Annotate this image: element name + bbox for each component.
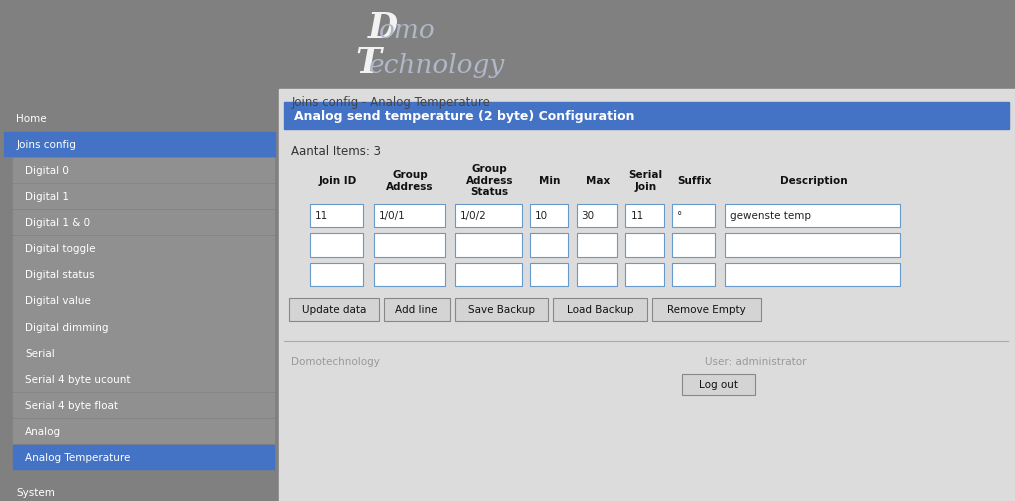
Bar (384, 298, 450, 321)
Bar (374, 205, 445, 228)
Text: Load Backup: Load Backup (566, 304, 633, 314)
Text: echnology: echnology (368, 53, 504, 78)
Bar (13, 367, 274, 391)
Bar (652, 298, 761, 321)
Bar (672, 234, 715, 257)
Bar (682, 375, 755, 395)
Text: Digital toggle: Digital toggle (25, 244, 95, 254)
Bar (455, 298, 548, 321)
Bar (13, 236, 274, 261)
Bar (13, 289, 274, 313)
Bar (13, 263, 274, 287)
Text: Update data: Update data (301, 304, 366, 314)
Text: Serial 4 byte ucount: Serial 4 byte ucount (25, 374, 131, 384)
Bar (672, 205, 715, 228)
Bar (455, 263, 522, 286)
Text: Digital dimming: Digital dimming (25, 322, 109, 332)
Text: Group
Address: Group Address (387, 169, 433, 191)
Text: T: T (355, 46, 381, 80)
Bar (625, 205, 664, 228)
Text: Analog send temperature (2 byte) Configuration: Analog send temperature (2 byte) Configu… (294, 110, 634, 123)
Bar (725, 205, 900, 228)
Text: Aantal Items: 3: Aantal Items: 3 (291, 145, 382, 158)
Bar (530, 205, 568, 228)
Bar (4, 132, 275, 157)
Bar (725, 234, 900, 257)
Text: °: ° (677, 211, 682, 221)
Text: 11: 11 (630, 211, 644, 221)
Text: Joins config - Analog Temperature: Joins config - Analog Temperature (291, 96, 490, 109)
Text: Analog: Analog (25, 426, 62, 436)
Bar (374, 263, 445, 286)
Bar (13, 315, 274, 339)
Text: Min: Min (539, 175, 561, 185)
Bar (289, 298, 379, 321)
Text: Digital 0: Digital 0 (25, 166, 69, 175)
Text: Add line: Add line (396, 304, 437, 314)
Bar (374, 234, 445, 257)
Bar (279, 90, 1015, 501)
Text: System: System (16, 487, 55, 497)
Bar (310, 205, 363, 228)
Bar (4, 106, 275, 131)
Bar (455, 205, 522, 228)
Bar (13, 393, 274, 417)
Text: Join ID: Join ID (319, 175, 356, 185)
Text: Save Backup: Save Backup (468, 304, 535, 314)
Text: Suffix: Suffix (677, 175, 712, 185)
Text: Serial
Join: Serial Join (628, 169, 663, 191)
Text: Group
Address
Status: Group Address Status (466, 164, 513, 197)
Bar (310, 234, 363, 257)
Bar (13, 210, 274, 235)
Text: 30: 30 (582, 211, 595, 221)
Bar (577, 234, 617, 257)
Text: Serial 4 byte float: Serial 4 byte float (25, 400, 119, 410)
Bar (725, 263, 900, 286)
Text: Description: Description (780, 175, 848, 185)
Text: User: administrator: User: administrator (705, 357, 807, 367)
Text: omo: omo (379, 18, 435, 43)
Bar (279, 0, 1015, 90)
Bar (310, 263, 363, 286)
Text: Digital value: Digital value (25, 296, 91, 306)
Bar (13, 158, 274, 183)
Text: gewenste temp: gewenste temp (730, 211, 811, 221)
Bar (577, 263, 617, 286)
Bar (577, 205, 617, 228)
Bar (530, 234, 568, 257)
Bar (625, 263, 664, 286)
Bar (672, 263, 715, 286)
Text: Digital status: Digital status (25, 270, 95, 280)
Text: D: D (367, 11, 398, 45)
Text: Digital 1: Digital 1 (25, 192, 69, 201)
Text: Home: Home (16, 114, 47, 123)
Text: 1/0/2: 1/0/2 (460, 211, 486, 221)
Text: 1/0/1: 1/0/1 (379, 211, 405, 221)
Bar (625, 234, 664, 257)
Text: Max: Max (586, 175, 610, 185)
Bar (553, 298, 647, 321)
Text: Domotechnology: Domotechnology (291, 357, 381, 367)
Text: Joins config: Joins config (16, 140, 76, 149)
Bar (0, 0, 279, 501)
Text: Log out: Log out (699, 379, 738, 389)
Text: Serial: Serial (25, 348, 55, 358)
Bar (13, 184, 274, 209)
Bar (13, 445, 274, 469)
Text: 10: 10 (535, 211, 548, 221)
Bar (455, 234, 522, 257)
Text: 11: 11 (315, 211, 328, 221)
Bar (4, 480, 275, 501)
Text: Remove Empty: Remove Empty (667, 304, 746, 314)
Bar (530, 263, 568, 286)
Text: Digital 1 & 0: Digital 1 & 0 (25, 218, 90, 227)
Text: Analog Temperature: Analog Temperature (25, 452, 131, 462)
Bar (13, 419, 274, 443)
Bar (13, 341, 274, 365)
Bar (284, 103, 1009, 129)
